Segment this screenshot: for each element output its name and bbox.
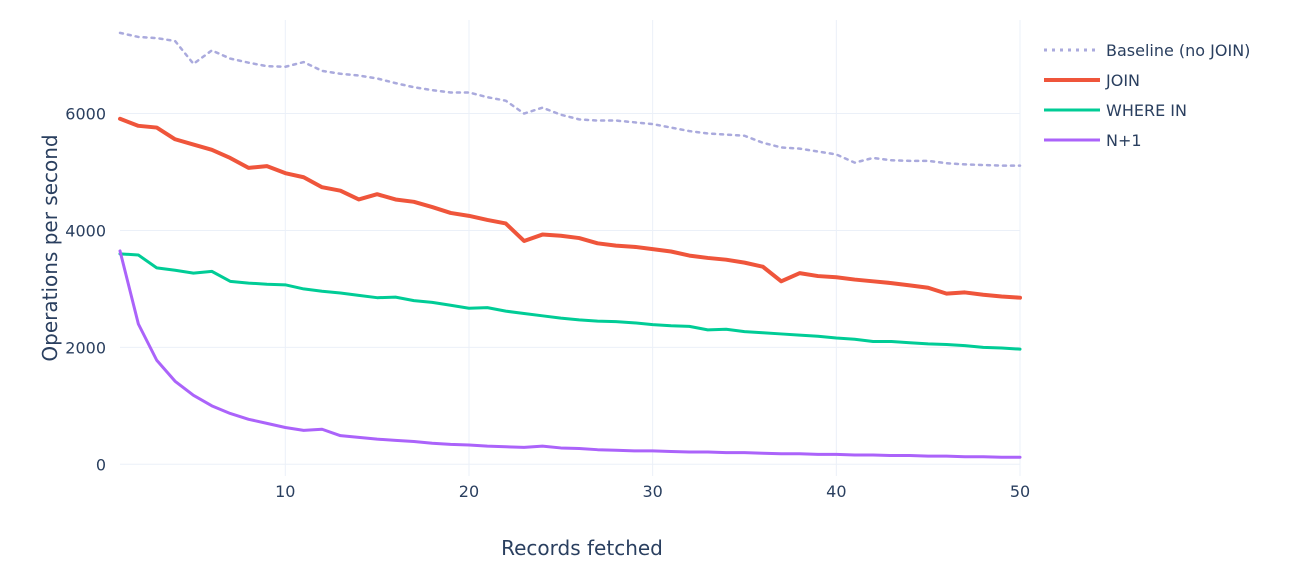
legend-item-where-in[interactable]: WHERE IN [1044,101,1187,120]
legend-item-join[interactable]: JOIN [1044,71,1140,90]
y-tick-label: 4000 [65,221,106,240]
grid-layer [120,20,1021,476]
series-line-join[interactable] [118,116,1022,300]
x-tick-label: 50 [1010,482,1030,501]
legend-label: Baseline (no JOIN) [1106,41,1250,60]
x-tick-label: 10 [275,482,295,501]
legend-label: N+1 [1106,131,1142,150]
y-tick-label: 6000 [65,105,106,124]
series-line-n-1[interactable] [118,249,1022,459]
series-line-where-in[interactable] [118,252,1022,351]
x-axis-title: Records fetched [501,536,663,560]
series-line-baseline-no-join[interactable] [118,31,1022,167]
y-tick-label: 0 [96,455,106,474]
x-tick-label: 30 [642,482,662,501]
axis-layer: 10 20 30 40 50 0 2000 4000 6000 [65,105,1030,501]
legend-label: JOIN [1105,71,1140,90]
x-tick-label: 40 [826,482,846,501]
series-layer [118,31,1022,459]
x-tick-label: 20 [459,482,479,501]
legend-label: WHERE IN [1106,101,1187,120]
legend[interactable]: Baseline (no JOIN) JOIN WHERE IN N+1 [1044,41,1250,150]
legend-item-baseline-no-join[interactable]: Baseline (no JOIN) [1044,41,1250,60]
y-tick-label: 2000 [65,338,106,357]
y-axis-title: Operations per second [38,134,62,361]
legend-item-n-1[interactable]: N+1 [1044,131,1142,150]
